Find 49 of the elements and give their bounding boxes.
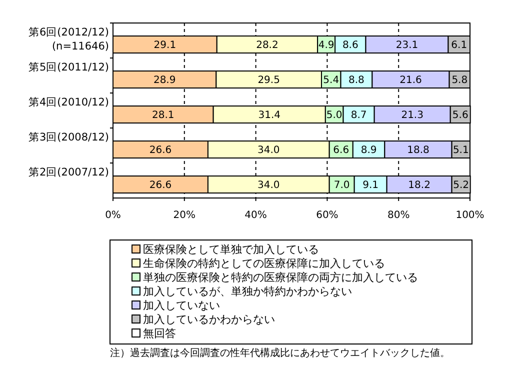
legend-label: 医療保険として単独で加入している	[143, 243, 319, 256]
data-label: 4.9	[318, 40, 334, 52]
data-label: 34.0	[258, 145, 280, 156]
x-tick-label: 100%	[456, 210, 484, 221]
data-label: 6.1	[451, 40, 468, 52]
x-tick-label: 0%	[105, 210, 121, 221]
x-tick-label: 60%	[316, 210, 338, 221]
data-label: 21.6	[400, 75, 422, 86]
data-label: 5.2	[453, 180, 470, 192]
legend-label: 単独の医療保険と特約の医療保障の両方に加入している	[143, 271, 418, 284]
data-label: 28.2	[256, 40, 278, 52]
legend-label: 無回答	[143, 327, 176, 340]
data-label: 8.6	[342, 40, 358, 52]
data-label: 18.8	[407, 145, 430, 156]
data-label: 8.9	[360, 145, 377, 156]
y-tick-label: 第4回(2010/12)	[28, 96, 109, 108]
x-tick-label: 20%	[173, 210, 196, 221]
data-label: 5.4	[323, 75, 340, 86]
y-tick-label: 第3回(2008/12)	[28, 131, 109, 144]
data-label: 21.3	[401, 110, 424, 122]
y-tick-label: 第2回(2007/12)	[28, 166, 109, 178]
data-label: 5.6	[452, 110, 468, 122]
data-label: 26.6	[149, 180, 172, 192]
data-label: 8.7	[350, 110, 367, 122]
legend-label: 加入しているが、単独か特約かわからない	[143, 285, 352, 298]
data-label: 28.9	[153, 75, 176, 86]
data-label: 31.4	[258, 110, 280, 122]
data-label: 7.0	[334, 180, 350, 192]
data-label: 6.6	[333, 145, 350, 156]
data-label: 29.5	[258, 75, 280, 86]
data-label: 29.1	[154, 40, 176, 52]
data-label: 34.0	[258, 180, 280, 192]
data-label: 8.8	[348, 75, 364, 86]
y-tick-label: 第6回(2012/12) (n=11646)	[28, 26, 109, 52]
legend-label: 生命保険の特約としての医療保障に加入している	[143, 257, 385, 270]
data-label: 28.1	[152, 110, 174, 122]
x-tick-label: 40%	[244, 210, 267, 221]
legend-label: 加入しているかわからない	[143, 313, 275, 326]
data-label: 23.1	[396, 40, 418, 52]
data-label: 26.6	[149, 145, 172, 156]
data-label: 5.8	[452, 75, 468, 86]
legend-label: 加入していない	[143, 299, 220, 312]
x-tick-label: 80%	[387, 210, 410, 221]
data-label: 9.1	[362, 180, 379, 192]
data-label: 5.0	[326, 110, 342, 122]
data-label: 5.1	[452, 145, 469, 156]
text: 注）過去調査は今回調査の性年代構成比にあわせてウエイトバックした値。	[110, 347, 450, 359]
data-label: 18.2	[408, 180, 430, 192]
y-tick-label: 第5回(2011/12)	[28, 61, 109, 74]
